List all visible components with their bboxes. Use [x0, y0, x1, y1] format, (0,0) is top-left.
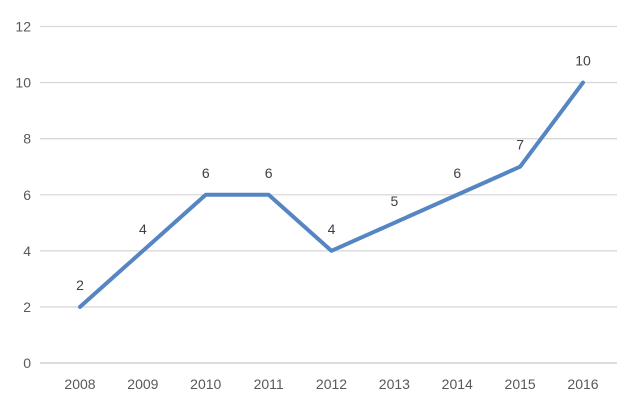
data-label: 5 — [390, 193, 398, 209]
data-label: 6 — [265, 165, 273, 181]
x-tick-label: 2016 — [567, 376, 598, 392]
x-tick-label: 2009 — [127, 376, 158, 392]
data-label: 4 — [328, 221, 336, 237]
x-tick-label: 2015 — [505, 376, 536, 392]
data-label: 4 — [139, 221, 147, 237]
y-tick-label: 0 — [23, 355, 31, 371]
y-tick-label: 2 — [23, 299, 31, 315]
y-tick-label: 10 — [15, 75, 31, 91]
y-tick-label: 12 — [15, 19, 31, 35]
y-tick-label: 6 — [23, 187, 31, 203]
y-tick-label: 4 — [23, 243, 31, 259]
x-tick-label: 2010 — [190, 376, 221, 392]
data-label: 2 — [76, 277, 84, 293]
x-tick-label: 2011 — [254, 376, 284, 392]
x-tick-label: 2012 — [316, 376, 347, 392]
x-tick-label: 2008 — [64, 376, 95, 392]
data-label: 6 — [453, 165, 461, 181]
y-tick-label: 8 — [23, 131, 31, 147]
data-label: 10 — [575, 53, 591, 69]
data-label: 7 — [516, 137, 524, 153]
data-label: 6 — [202, 165, 210, 181]
x-tick-label: 2013 — [379, 376, 410, 392]
x-tick-label: 2014 — [442, 376, 473, 392]
series-line — [78, 80, 585, 309]
